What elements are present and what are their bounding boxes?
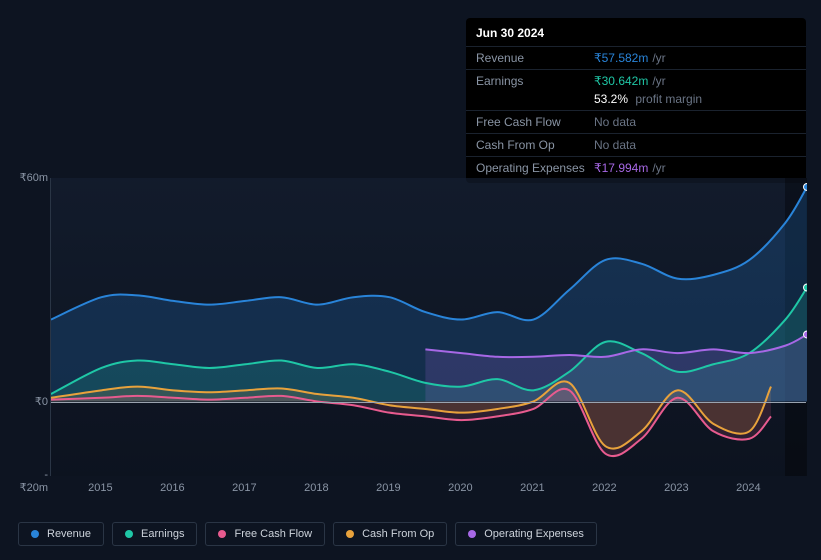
y-axis-tick: ₹0 [18, 395, 48, 408]
tooltip-row: Revenue₹57.582m/yr [466, 46, 806, 69]
tooltip-date: Jun 30 2024 [466, 26, 806, 46]
chart-x-axis: 2015 2016 2017 2018 2019 2020 2021 2022 2023 2024 [50, 482, 806, 500]
legend-item-revenue[interactable]: Revenue [18, 522, 104, 546]
x-axis-tick: 2019 [376, 482, 400, 494]
legend-label: Free Cash Flow [234, 528, 312, 540]
tooltip-profit-margin: 53.2% profit margin [466, 92, 806, 110]
tooltip-label: Revenue [476, 51, 594, 65]
series-end-dot-revenue [804, 183, 808, 190]
series-end-dot-opex [804, 331, 808, 338]
zero-gridline [51, 402, 806, 403]
legend-item-fcf[interactable]: Free Cash Flow [205, 522, 325, 546]
legend-dot-icon [218, 530, 226, 538]
x-axis-tick: 2016 [160, 482, 184, 494]
legend-item-cfo[interactable]: Cash From Op [333, 522, 447, 546]
tooltip-row: Free Cash FlowNo data [466, 110, 806, 133]
legend-item-opex[interactable]: Operating Expenses [455, 522, 597, 546]
tooltip-value: ₹30.642m/yr [594, 74, 666, 88]
legend-dot-icon [31, 530, 39, 538]
x-axis-tick: 2018 [304, 482, 328, 494]
tooltip-label: Cash From Op [476, 138, 594, 152]
legend-dot-icon [346, 530, 354, 538]
x-axis-tick: 2022 [592, 482, 616, 494]
tooltip-label: Earnings [476, 74, 594, 88]
legend-label: Earnings [141, 528, 184, 540]
x-axis-tick: 2020 [448, 482, 472, 494]
chart-tooltip: Jun 30 2024 Revenue₹57.582m/yrEarnings₹3… [466, 18, 806, 183]
legend-dot-icon [468, 530, 476, 538]
tooltip-value: ₹57.582m/yr [594, 51, 666, 65]
chart-svg [51, 178, 807, 476]
x-axis-tick: 2017 [232, 482, 256, 494]
series-end-dot-earnings [804, 284, 808, 291]
legend-label: Revenue [47, 528, 91, 540]
y-axis-tick: ₹60m [18, 171, 48, 184]
x-axis-tick: 2021 [520, 482, 544, 494]
legend-dot-icon [125, 530, 133, 538]
legend-item-earnings[interactable]: Earnings [112, 522, 197, 546]
financials-chart: ₹60m ₹0 -₹20m 2015 2016 2017 2018 2019 2020 2021… [18, 160, 806, 500]
x-axis-tick: 2023 [664, 482, 688, 494]
tooltip-value: No data [594, 138, 636, 152]
legend-label: Operating Expenses [484, 528, 584, 540]
chart-legend: Revenue Earnings Free Cash Flow Cash From O… [18, 522, 597, 546]
chart-plot-area[interactable] [50, 178, 806, 476]
x-axis-tick: 2024 [736, 482, 760, 494]
legend-label: Cash From Op [362, 528, 434, 540]
x-axis-tick: 2015 [88, 482, 112, 494]
tooltip-row: Earnings₹30.642m/yr [466, 69, 806, 92]
y-axis-tick: -₹20m [18, 469, 48, 494]
tooltip-label: Free Cash Flow [476, 115, 594, 129]
tooltip-value: No data [594, 115, 636, 129]
tooltip-row: Cash From OpNo data [466, 133, 806, 156]
